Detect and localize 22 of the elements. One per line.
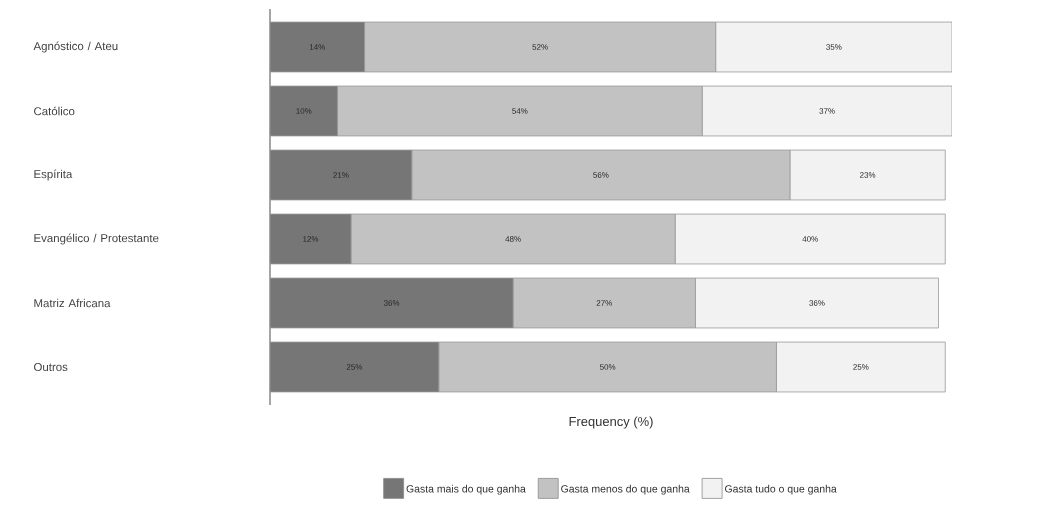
bar [674, 213, 946, 265]
y-tick-label: Agnóstico / Ateu [33, 41, 118, 53]
y-tick-label: Evangélico / Protestante [34, 233, 159, 245]
bar [270, 85, 338, 137]
bar [776, 341, 946, 393]
bar [270, 277, 514, 329]
legend-label: Gasta tudo o que ganha [725, 484, 837, 495]
bar [270, 341, 440, 393]
bar [715, 21, 953, 73]
y-tick-label: Católico [34, 106, 75, 116]
bar [701, 85, 953, 137]
bar [270, 21, 365, 73]
legend-label: Gasta menos do que ganha [561, 484, 690, 495]
bar [270, 213, 352, 265]
legend-label: Gasta mais do que ganha [406, 484, 526, 495]
x-axis-title: Frequency (%) [569, 416, 653, 429]
bar [695, 277, 939, 329]
y-tick-label: Outros [34, 362, 68, 372]
y-tick-label: Matriz Africana [34, 298, 111, 308]
bar [789, 149, 946, 201]
bar [270, 149, 413, 201]
y-tick-label: Espírita [34, 169, 73, 181]
